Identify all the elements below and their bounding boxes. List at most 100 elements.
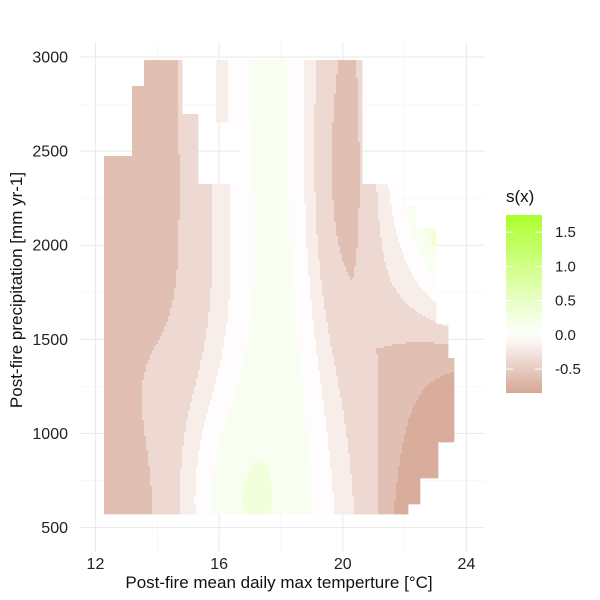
contour-cell — [128, 412, 130, 414]
contour-cell — [144, 428, 146, 430]
contour-cell — [126, 164, 128, 166]
contour-cell — [104, 402, 106, 404]
contour-cell — [142, 126, 144, 128]
contour-cell — [142, 418, 144, 420]
contour-cell — [132, 120, 134, 122]
contour-cell — [112, 450, 114, 452]
contour-cell — [110, 374, 112, 376]
contour-cell — [112, 478, 114, 480]
contour-cell — [132, 132, 134, 134]
contour-cell — [132, 354, 134, 356]
contour-cell — [126, 246, 128, 248]
contour-cell — [134, 268, 136, 270]
contour-cell — [114, 222, 116, 224]
contour-cell — [148, 182, 150, 184]
contour-cell — [142, 478, 144, 480]
contour-cell — [146, 178, 148, 180]
contour-cell — [110, 504, 112, 506]
contour-cell — [112, 282, 114, 284]
contour-cell — [124, 332, 126, 334]
contour-cell — [122, 360, 124, 362]
contour-cell — [110, 378, 112, 380]
contour-cell — [124, 422, 126, 424]
contour-cell — [138, 166, 140, 168]
contour-cell — [114, 392, 116, 394]
contour-cell — [148, 358, 150, 360]
contour-cell — [140, 472, 142, 474]
contour-cell — [106, 186, 108, 188]
contour-cell — [128, 252, 130, 254]
contour-cell — [110, 468, 112, 470]
contour-cell — [112, 242, 114, 244]
contour-cell — [146, 346, 148, 348]
contour-cell — [130, 362, 132, 364]
contour-cell — [144, 302, 146, 304]
contour-cell — [112, 318, 114, 320]
contour-cell — [136, 236, 138, 238]
contour-cell — [138, 312, 140, 314]
contour-cell — [134, 276, 136, 278]
contour-cell — [146, 294, 148, 296]
contour-cell — [110, 376, 112, 378]
contour-cell — [126, 258, 128, 260]
contour-cell — [132, 322, 134, 324]
contour-cell — [124, 296, 126, 298]
contour-cell — [142, 166, 144, 168]
contour-cell — [132, 456, 134, 458]
contour-cell — [124, 182, 126, 184]
contour-cell — [144, 164, 146, 166]
contour-cell — [122, 324, 124, 326]
contour-cell — [144, 454, 146, 456]
contour-cell — [104, 382, 106, 384]
contour-cell — [108, 304, 110, 306]
contour-cell — [110, 234, 112, 236]
contour-cell — [140, 498, 142, 500]
contour-cell — [140, 460, 142, 462]
contour-cell — [142, 234, 144, 236]
contour-cell — [112, 190, 114, 192]
contour-cell — [116, 376, 118, 378]
contour-cell — [140, 312, 142, 314]
contour-cell — [140, 278, 142, 280]
contour-cell — [114, 410, 116, 412]
contour-cell — [136, 300, 138, 302]
contour-cell — [112, 470, 114, 472]
contour-cell — [130, 366, 132, 368]
contour-cell — [106, 298, 108, 300]
contour-cell — [144, 184, 146, 186]
contour-cell — [134, 208, 136, 210]
contour-cell — [146, 82, 148, 84]
contour-cell — [130, 270, 132, 272]
contour-cell — [142, 480, 144, 482]
contour-cell — [138, 478, 140, 480]
contour-cell — [138, 346, 140, 348]
contour-cell — [120, 358, 122, 360]
contour-cell — [134, 134, 136, 136]
contour-cell — [140, 298, 142, 300]
contour-cell — [128, 198, 130, 200]
contour-cell — [148, 246, 150, 248]
contour-cell — [148, 60, 150, 62]
contour-cell — [134, 274, 136, 276]
contour-cell — [110, 308, 112, 310]
contour-cell — [112, 462, 114, 464]
contour-cell — [118, 466, 120, 468]
contour-cell — [128, 324, 130, 326]
contour-cell — [136, 332, 138, 334]
contour-cell — [106, 192, 108, 194]
contour-cell — [146, 404, 148, 406]
contour-cell — [122, 180, 124, 182]
contour-cell — [114, 396, 116, 398]
contour-cell — [142, 108, 144, 110]
contour-cell — [130, 380, 132, 382]
contour-cell — [142, 364, 144, 366]
contour-cell — [140, 114, 142, 116]
contour-cell — [138, 304, 140, 306]
plot-area — [104, 60, 454, 514]
contour-cell — [118, 350, 120, 352]
contour-cell — [124, 354, 126, 356]
contour-cell — [104, 434, 106, 436]
contour-cell — [124, 368, 126, 370]
contour-cell — [142, 502, 144, 504]
contour-cell — [104, 260, 106, 262]
